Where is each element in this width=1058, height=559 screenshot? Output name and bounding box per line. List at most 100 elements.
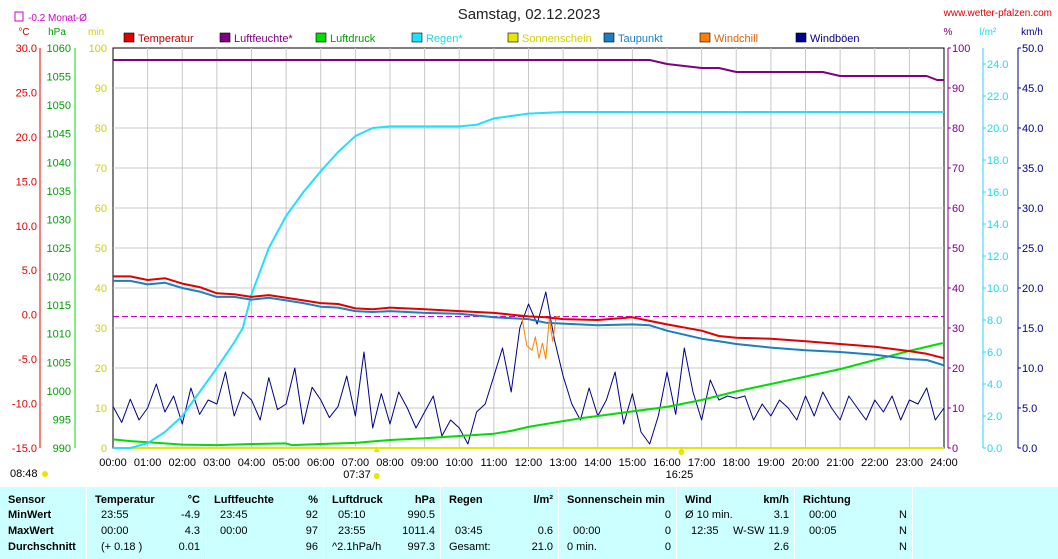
x-tick: 00:00 [99,457,127,469]
legend-label-4: Sonnenschein [522,33,592,45]
sunshine-tick: 20 [95,363,107,375]
x-tick: 07:00 [342,457,370,469]
humidity-tick: 30 [952,323,964,335]
series-temperatur [113,275,945,360]
pressure-unit: hPa [414,494,435,506]
wind-unit: km/h [1021,27,1043,38]
pressure-tick: 1045 [47,129,71,141]
rain-max-time: 03:45 [455,525,483,537]
sunshine-tick: 80 [95,123,107,135]
wind-avg: 3.1 [773,509,789,521]
legend-label-3: Regen* [426,33,463,45]
legend-swatch-4 [507,32,519,43]
monthly-average-label: -0.2 Monat-Ø [28,13,87,24]
legend-swatch-1 [219,32,231,43]
humidity-tick: 70 [952,163,964,175]
x-tick: 01:00 [134,457,162,469]
sunshine-tick: 50 [95,243,107,255]
rain-unit: l/m² [533,494,553,506]
temperature-tick: 15.0 [16,176,37,188]
sunset-time: 16:25 [666,469,694,481]
humidity-tick: 40 [952,283,964,295]
humidity-max-time: 00:00 [220,525,248,537]
sunshine-tick: 0 [101,443,107,455]
humidity-unit: % [308,494,318,506]
stats-temperature: Temperatur °C 23:55 -4.9 00:00 4.3 (+ 0.… [86,487,206,559]
x-tick: 22:00 [861,457,889,469]
maxwert-label: MaxWert [8,525,54,537]
pressure-tick: 1005 [47,357,71,369]
legend-swatch-6 [699,32,711,43]
sunrise-time: 07:37 [343,469,371,481]
rain-total: 21.0 [531,541,553,553]
temperature-tick: 5.0 [22,265,37,277]
sunshine-total-value: 0 [664,541,671,553]
sunshine-tick: 100 [89,43,107,55]
wind-max: 11.9 [768,525,789,537]
x-tick: 12:00 [515,457,543,469]
sunshine-max-time: 00:00 [573,525,601,537]
legend-swatch-0 [123,32,135,43]
pressure-unit: hPa [48,27,66,38]
sunshine-tick: 70 [95,163,107,175]
rain-tick: 14.0 [987,219,1008,231]
direction-time-2: 00:05 [809,525,837,537]
direction-header: Richtung [803,494,851,506]
wind-tick: 45.0 [1022,83,1043,95]
pressure-tick: 990 [53,443,71,455]
weather-chart: Samstag, 02.12.2023 www.wetter-pfalzen.co… [10,6,1052,481]
series-regen [113,111,944,449]
humidity-min: 92 [305,509,318,521]
x-tick: 21:00 [826,457,854,469]
rain-tick: 22.0 [987,91,1008,103]
direction-2: N [899,525,907,537]
x-tick: 02:00 [168,457,196,469]
stats-rain: Regen l/m² 03:45 0.6 Gesamt: 21.0 [440,487,559,559]
pressure-avg: 997.3 [407,541,435,553]
pressure-min: 990.5 [407,509,435,521]
minwert-label: MinWert [8,509,52,521]
sunshine-tick: 40 [95,283,107,295]
sensor-label: Sensor [8,494,46,506]
sunshine-min: 0 [664,509,671,521]
pressure-max: 1011.4 [402,525,435,537]
wind-tick: 0.0 [1022,443,1037,455]
series-windboeen [112,291,945,445]
rain-tick: 16.0 [987,187,1008,199]
temperature-max: 4.3 [184,525,200,537]
series-taupunkt [113,279,945,367]
pressure-tick: 1030 [47,214,71,226]
sunrise-icon [373,473,380,479]
wind-max-time: 12:35 [691,525,719,537]
pressure-tick: 1015 [47,300,71,312]
rain-tick: 0.0 [987,443,1002,455]
sunshine-header: Sonnenschein min [567,494,665,506]
humidity-tick: 0 [952,443,958,455]
pressure-tick: 1025 [47,243,71,255]
x-tick: 05:00 [272,457,300,469]
x-tick: 18:00 [722,457,750,469]
wind-tick: 50.0 [1022,43,1043,55]
rain-tick: 2.0 [987,411,1002,423]
series-luftdruck [112,342,944,447]
stats-direction: Richtung 00:00 N 00:05 N N [794,487,913,559]
x-tick: 06:00 [307,457,335,469]
humidity-tick: 20 [952,363,964,375]
temperature-header: Temperatur [95,494,155,506]
x-tick: 23:00 [896,457,924,469]
stats-sunshine: Sonnenschein min 0 00:00 0 0 min. 0 [558,487,677,559]
wind-tick: 40.0 [1022,123,1043,135]
rain-tick: 6.0 [987,347,1002,359]
pressure-tick: 1020 [47,272,71,284]
wind-tick: 25.0 [1022,243,1043,255]
legend-label-1: Luftfeuchte* [234,33,293,45]
x-tick: 09:00 [411,457,439,469]
rain-tick: 20.0 [987,123,1008,135]
legend-swatch-5 [603,32,615,43]
humidity-unit: % [944,27,953,38]
x-tick: 17:00 [688,457,716,469]
legend-label-7: Windböen [810,33,860,45]
temperature-max-time: 00:00 [101,525,129,537]
legend-label-2: Luftdruck [330,33,376,45]
temperature-tick: 0.0 [22,310,37,322]
